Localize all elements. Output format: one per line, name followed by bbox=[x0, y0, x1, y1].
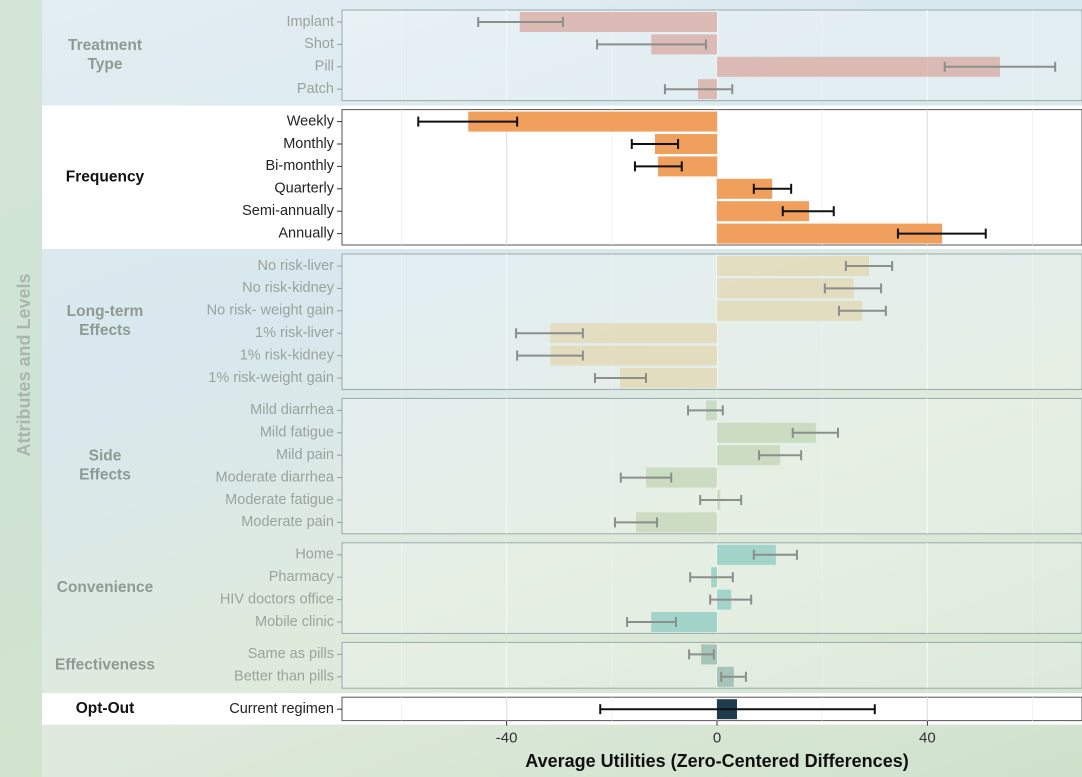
category-label: 1% risk-liver bbox=[255, 325, 334, 341]
category-label: No risk- weight gain bbox=[207, 303, 334, 319]
category-label: Shot bbox=[304, 36, 334, 52]
category-label: Bi-monthly bbox=[266, 158, 335, 174]
bar bbox=[716, 544, 776, 565]
panel-bg bbox=[341, 397, 1082, 535]
category-label: Mild pain bbox=[276, 447, 334, 463]
category-label: Current regimen bbox=[229, 701, 334, 717]
category-label: Weekly bbox=[287, 113, 335, 129]
bar bbox=[716, 201, 810, 222]
category-label: No risk-kidney bbox=[242, 280, 335, 296]
bar bbox=[654, 134, 717, 154]
x-tick-label: 0 bbox=[713, 730, 721, 747]
category-label: Moderate diarrhea bbox=[216, 469, 335, 485]
bar bbox=[716, 56, 1000, 77]
left-strip bbox=[0, 0, 42, 777]
category-label: Mild fatigue bbox=[260, 425, 334, 441]
bar bbox=[550, 323, 717, 344]
bar bbox=[620, 368, 717, 388]
category-label: Annually bbox=[278, 225, 334, 241]
category-label: Home bbox=[295, 547, 334, 563]
category-label: Pharmacy bbox=[269, 569, 335, 585]
category-label: Same as pills bbox=[248, 646, 334, 662]
bar bbox=[645, 467, 717, 488]
category-label: Mobile clinic bbox=[255, 614, 334, 630]
group-label: Side Effects bbox=[79, 448, 131, 484]
x-tick-label: 40 bbox=[919, 730, 936, 747]
bar bbox=[651, 612, 717, 632]
group-label: Treatment Type bbox=[68, 37, 142, 73]
category-label: No risk-liver bbox=[257, 258, 334, 274]
category-label: Mild diarrhea bbox=[250, 402, 335, 418]
bar bbox=[716, 278, 854, 299]
category-label: Patch bbox=[297, 81, 334, 97]
category-label: Better than pills bbox=[234, 669, 334, 685]
bar bbox=[550, 345, 717, 366]
category-label: Implant bbox=[286, 14, 334, 30]
category-label: Pill bbox=[315, 59, 334, 75]
category-label: 1% risk-kidney bbox=[240, 347, 335, 363]
group-label: Convenience bbox=[57, 579, 154, 596]
group-label: Effectiveness bbox=[55, 656, 155, 673]
category-label: HIV doctors office bbox=[220, 591, 334, 607]
group-label: Opt-Out bbox=[76, 700, 135, 717]
bar bbox=[716, 445, 781, 466]
bar bbox=[519, 12, 717, 32]
bar bbox=[658, 156, 717, 177]
y-axis-title: Attributes and Levels bbox=[14, 273, 34, 456]
category-label: Semi-annually bbox=[242, 203, 335, 219]
bar bbox=[716, 178, 773, 199]
bar bbox=[716, 300, 863, 321]
x-tick-label: -40 bbox=[496, 730, 518, 747]
bar bbox=[716, 256, 869, 276]
group-label: Frequency bbox=[66, 168, 145, 185]
category-label: Moderate fatigue bbox=[225, 492, 334, 508]
category-label: Quarterly bbox=[274, 181, 334, 197]
bar bbox=[716, 422, 816, 443]
category-label: 1% risk-weight gain bbox=[208, 370, 334, 386]
panel-bg bbox=[341, 109, 1082, 246]
bar bbox=[716, 223, 943, 244]
bar bbox=[468, 111, 717, 132]
category-label: Moderate pain bbox=[241, 514, 334, 530]
x-axis-title: Average Utilities (Zero-Centered Differe… bbox=[525, 751, 908, 771]
panel-bg bbox=[341, 253, 1082, 390]
category-label: Monthly bbox=[283, 136, 335, 152]
group-label: Long-term Effects bbox=[67, 303, 144, 339]
